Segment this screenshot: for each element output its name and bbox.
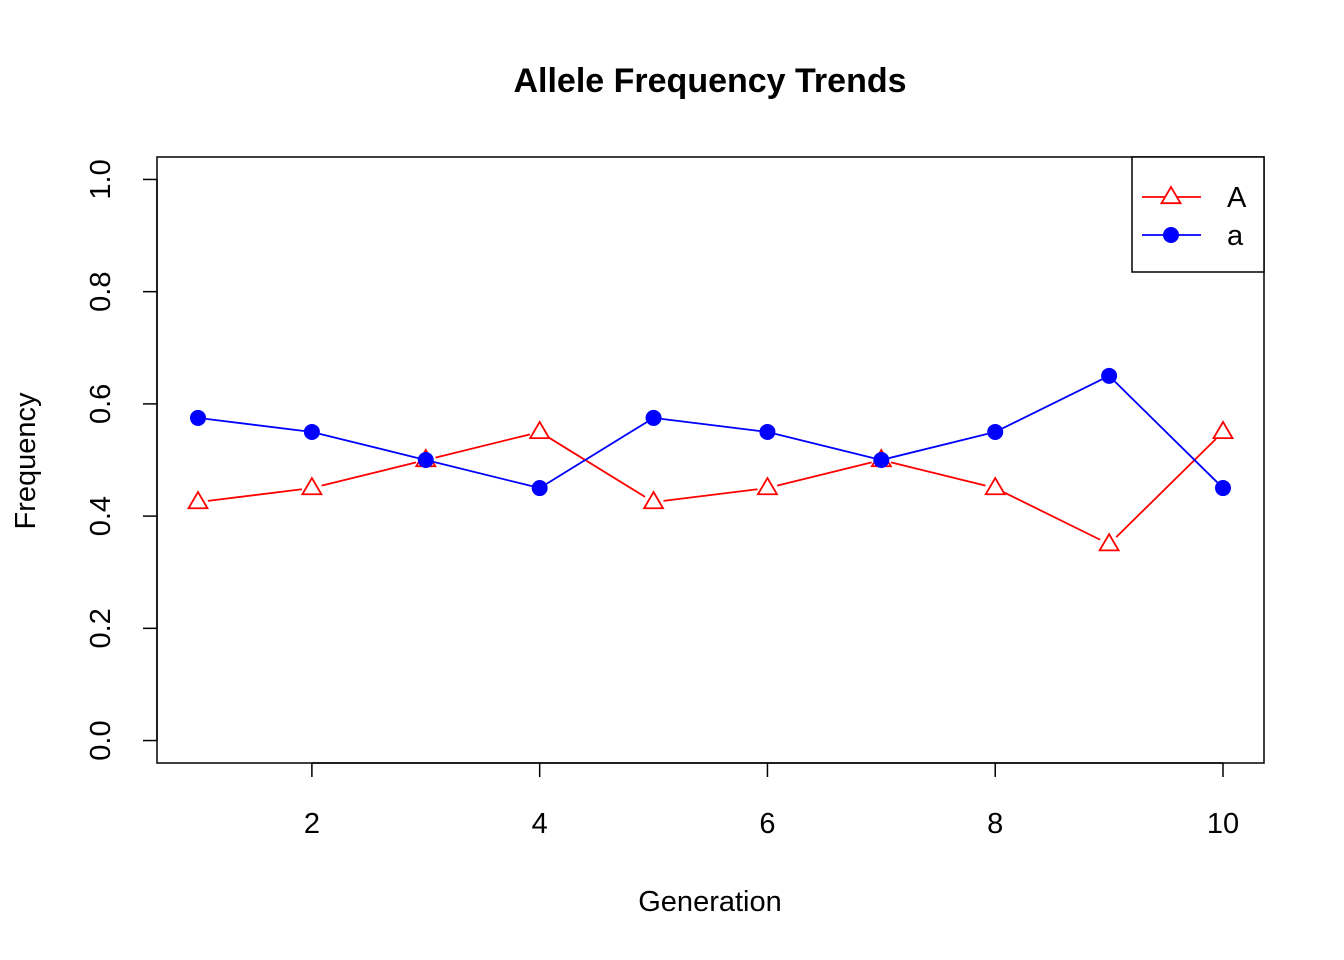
series-point-A-upper xyxy=(1211,420,1235,440)
legend-box xyxy=(1131,156,1265,273)
chart-title: Allele Frequency Trends xyxy=(513,62,906,100)
legend-marker-a-lower xyxy=(1163,227,1179,243)
series-line-A-upper xyxy=(207,433,1217,541)
series-point-A-upper xyxy=(984,476,1007,496)
series-point-a-lower xyxy=(987,423,1004,440)
y-tick-label: 0.2 xyxy=(85,608,117,648)
plot-frame xyxy=(156,156,1265,764)
series-point-a-lower xyxy=(303,423,320,440)
series-point-a-lower xyxy=(417,452,434,468)
series-point-a-lower xyxy=(190,409,206,426)
y-axis-label: Frequency xyxy=(10,392,42,530)
plot-series xyxy=(186,367,1235,552)
x-tick-label: 4 xyxy=(532,808,548,840)
series-point-A-upper xyxy=(642,490,665,510)
y-tick-label: 1.0 xyxy=(85,159,117,199)
series-point-A-upper xyxy=(756,476,779,496)
series-point-A-upper xyxy=(300,476,323,496)
x-tick-label: 10 xyxy=(1207,808,1239,840)
x-tick-label: 2 xyxy=(304,808,320,840)
series-point-a-lower xyxy=(873,452,890,468)
series-point-A-upper xyxy=(1098,532,1121,552)
series-point-a-lower xyxy=(1215,480,1231,497)
series-point-A-upper xyxy=(186,490,210,510)
series-point-a-lower xyxy=(531,480,548,497)
x-axis-label: Generation xyxy=(638,886,782,918)
legend: Aa xyxy=(1131,156,1265,273)
x-tick-label: 6 xyxy=(759,808,775,840)
y-tick-label: 0.4 xyxy=(85,496,117,536)
legend-marker-A-upper xyxy=(1159,185,1183,205)
series-point-a-lower xyxy=(759,423,776,440)
legend-label-A-upper: A xyxy=(1227,182,1247,214)
series-point-A-upper xyxy=(528,420,551,440)
y-tick-label: 0.0 xyxy=(85,720,117,760)
y-tick-label: 0.6 xyxy=(85,384,117,424)
series-point-a-lower xyxy=(645,409,662,426)
series-point-a-lower xyxy=(1101,367,1118,384)
series-line-a-lower xyxy=(205,378,1218,488)
y-tick-label: 0.8 xyxy=(85,272,117,312)
legend-label-a-lower: a xyxy=(1227,220,1244,252)
x-tick-label: 8 xyxy=(987,808,1003,840)
